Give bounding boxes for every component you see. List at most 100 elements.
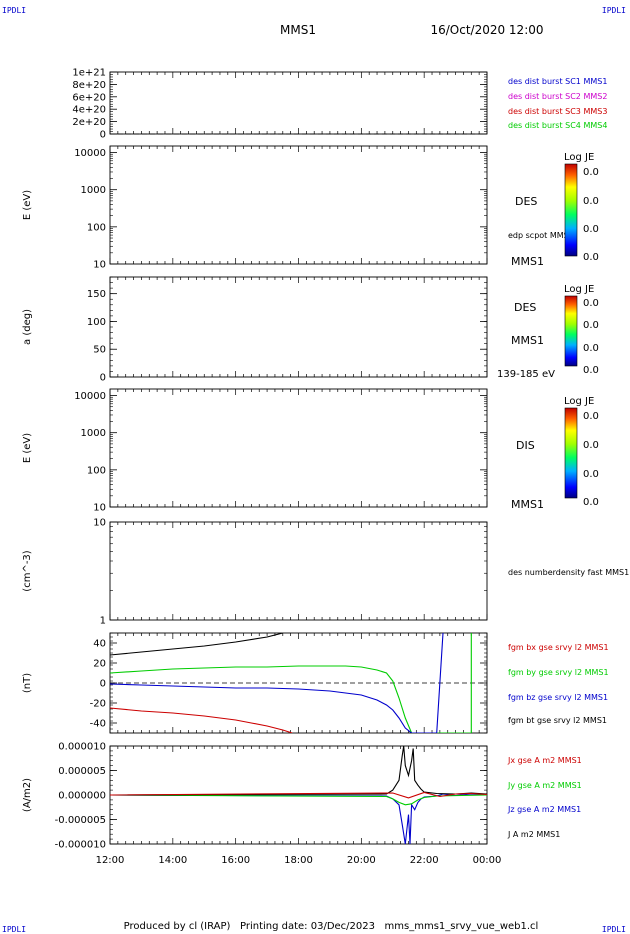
corner-mark-bottom-left: IPDLI [2,925,26,934]
y-tick-label: 4e+20 [72,105,106,116]
series-label: Jy gse A m2 MMS1 [507,781,582,790]
corner-mark-bottom-right: IPDLI [602,925,626,934]
colorbar-tick: 0.0 [583,196,599,207]
y-tick-label: 20 [93,659,106,670]
plot-date: 16/Oct/2020 12:00 [430,23,543,37]
y-tick-label: 1e+21 [72,68,106,79]
panel-des-pitch-angle: 150 100 50 0 a (deg) DES MMS1 139-185 eV [22,276,555,384]
series-label: des dist burst SC4 MMS4 [508,121,607,130]
y-tick-label: 150 [87,289,106,300]
series-line-1 [110,633,472,733]
y-tick-label: 6e+20 [72,92,106,103]
time-axis: 12:00 14:00 16:00 18:00 20:00 22:00 00:00 [96,855,502,866]
panel-des-energy-spectrogram: 10000 1000 100 10 E (eV) DES edp scpot MMS1 MMS… [22,145,574,271]
y-tick-label: 40 [93,639,106,650]
series-label: fgm bt gse srvy l2 MMS1 [508,716,607,725]
y-tick-label: 10 [93,260,106,271]
colorbar-tick: 0.0 [583,224,599,235]
series-label: J A m2 MMS1 [507,830,560,839]
y-axis-label: (nT) [22,673,33,693]
series-label: MMS1 [511,498,544,511]
colorbar-tick: 0.0 [583,167,599,178]
series-line-1 [110,794,487,806]
y-tick-label: 0.000000 [58,791,106,802]
colorbar-tick: 0.0 [583,440,599,451]
series-label: fgm bz gse srvy l2 MMS1 [508,693,608,702]
y-tick-label: -40 [90,719,106,730]
y-tick-label: 0.000005 [58,766,106,777]
corner-mark-top-left: IPDLI [2,6,26,15]
series-label: DES [514,301,536,314]
y-tick-label: 8e+20 [72,80,106,91]
y-axis-label: E (eV) [22,190,33,220]
series-label: des dist burst SC3 MMS3 [508,107,607,116]
colorbar-gradient [564,163,578,257]
y-tick-label: 0 [100,679,106,690]
series-line-2 [110,633,444,733]
series-label: fgm bx gse srvy l2 MMS1 [508,643,609,652]
series-label: des dist burst SC2 MMS2 [508,92,607,101]
time-tick-label: 00:00 [473,855,502,866]
y-axis-label: a (deg) [22,309,33,345]
panel-magnetic-field: 40 20 0 -20 -40 (nT) fgm bx gse srvy l2 MMS1 fg… [22,632,609,734]
series-label: DIS [516,439,535,452]
series-label: MMS1 [511,334,544,347]
colorbar-title: Log JE [564,152,594,163]
series-line-0 [110,633,283,656]
panel-frame [109,71,488,135]
colorbar-gradient [564,407,578,499]
series-line-3 [110,707,293,733]
panel-current-density: 0.000010 0.000005 0.000000 -0.000005 -0.0000… [22,742,582,851]
colorbar-des-energy: Log JE 0.0 0.0 0.0 0.0 [564,152,599,263]
colorbar-tick: 0.0 [583,469,599,480]
y-tick-label: 10 [93,503,106,514]
time-tick-label: 22:00 [410,855,439,866]
y-tick-label: 100 [87,317,106,328]
y-tick-label: 1000 [81,428,106,439]
spacecraft-title: MMS1 [280,23,316,37]
series-label: des numberdensity fast MMS1 [508,568,629,577]
panel-number-density: 10 1 (cm^-3) des numberdensity fast MMS1 [22,518,629,627]
y-tick-label: 2e+20 [72,117,106,128]
series-label: des dist burst SC1 MMS1 [508,77,607,86]
y-tick-label: 100 [87,222,106,233]
series-label: 139-185 eV [497,369,555,380]
y-tick-label: -0.000005 [55,815,106,826]
y-axis-label: (cm^-3) [22,550,33,591]
y-tick-label: 50 [93,345,106,356]
y-tick-label: 10 [93,518,106,529]
y-axis-label: (A/m2) [22,778,33,812]
colorbar-tick: 0.0 [583,497,599,508]
y-tick-label: 0.000010 [58,742,106,753]
time-tick-label: 16:00 [221,855,250,866]
series-label: Jx gse A m2 MMS1 [507,756,582,765]
colorbar-tick: 0.0 [583,298,599,309]
y-tick-label: 10000 [74,391,106,402]
colorbar-tick: 0.0 [583,411,599,422]
colorbar-tick: 0.0 [583,320,599,331]
colorbar-gradient [564,295,578,367]
time-tick-label: 12:00 [96,855,125,866]
y-tick-label: 1000 [81,185,106,196]
panel-frame [109,388,488,508]
y-axis-label: E (eV) [22,433,33,463]
time-tick-label: 14:00 [158,855,187,866]
y-tick-label: 1 [100,616,106,627]
y-tick-label: 10000 [74,148,106,159]
series-label: fgm by gse srvy l2 MMS1 [508,668,609,677]
series-label: MMS1 [511,255,544,268]
y-tick-label: -0.000010 [55,840,106,851]
colorbar-tick: 0.0 [583,365,599,376]
y-tick-label: 0 [100,130,106,141]
panel-frame [109,521,488,621]
series-label: edp scpot MMS1 [508,231,574,240]
series-label: Jz gse A m2 MMS1 [507,805,581,814]
series-line-0 [110,793,487,844]
corner-mark-top-right: IPDLI [602,6,626,15]
y-tick-label: 100 [87,465,106,476]
series-line-2 [110,746,487,796]
series-line-3 [110,791,487,799]
footer-credit: Produced by cl (IRAP) Printing date: 03/… [124,921,539,932]
